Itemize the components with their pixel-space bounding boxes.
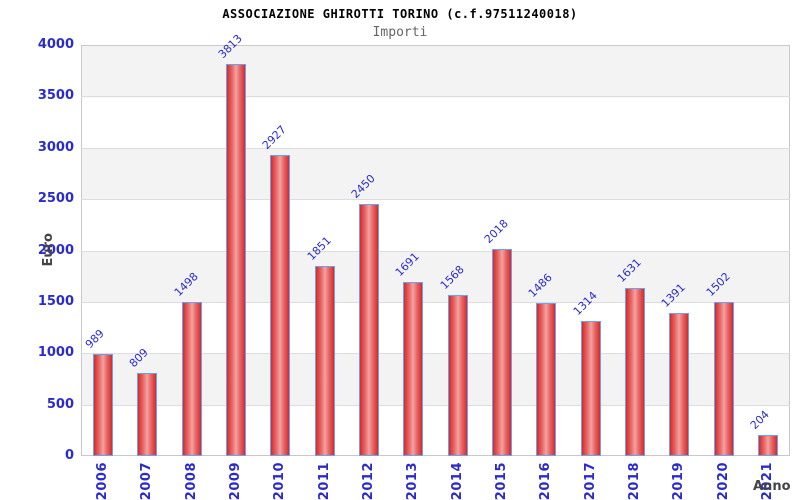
x-tick-label: 2019 — [671, 462, 687, 500]
bar-2007 — [137, 372, 158, 456]
bar-2010 — [270, 155, 291, 456]
bar-2016 — [536, 303, 557, 456]
y-tick-label: 3500 — [37, 88, 74, 104]
bar-2012 — [359, 204, 380, 456]
chart-title: ASSOCIAZIONE GHIROTTI TORINO (c.f.975112… — [222, 7, 578, 21]
x-tick-label: 2013 — [405, 462, 421, 500]
y-tick-label: 0 — [64, 448, 74, 463]
bar-2008 — [181, 302, 202, 456]
y-tick-label: 2000 — [37, 242, 74, 258]
bar-2011 — [314, 265, 335, 456]
x-tick-label: 2016 — [538, 462, 554, 500]
x-tick-label: 2009 — [228, 462, 244, 500]
x-tick-label: 2006 — [95, 462, 111, 500]
x-tick-label: 2015 — [493, 462, 509, 500]
y-tick-label: 4000 — [37, 37, 74, 52]
bar-2021 — [757, 435, 778, 456]
x-tick-label: 2012 — [361, 462, 377, 500]
y-tick-label: 3000 — [37, 139, 74, 155]
bar-2017 — [580, 320, 601, 456]
y-axis-title: Euro — [41, 233, 56, 267]
y-tick-label: 1500 — [37, 293, 74, 309]
x-tick-label: 2008 — [183, 462, 199, 500]
x-tick-label: 2018 — [626, 462, 642, 500]
chart-subtitle: Importi — [372, 25, 428, 40]
x-tick-label: 2020 — [715, 462, 731, 500]
bar-2015 — [491, 248, 512, 456]
bar-2014 — [447, 294, 468, 456]
x-axis-title: Anno — [753, 479, 791, 494]
x-tick-label: 2017 — [582, 462, 598, 500]
x-tick-label: 2011 — [316, 462, 332, 500]
bar-2013 — [403, 282, 424, 456]
bar-2020 — [713, 301, 734, 456]
gridline — [81, 404, 790, 406]
bar-2018 — [624, 288, 645, 456]
x-tick-label: 2007 — [139, 462, 155, 500]
gridline — [81, 301, 790, 303]
bar-2019 — [669, 313, 690, 456]
y-tick-label: 1000 — [37, 345, 74, 361]
gridline — [81, 199, 790, 201]
bar-2009 — [226, 64, 247, 456]
gridline — [81, 96, 790, 98]
gridline — [81, 147, 790, 149]
x-tick-label: 2014 — [449, 462, 465, 500]
gridline — [81, 353, 790, 355]
y-tick-label: 500 — [46, 396, 74, 412]
y-tick-label: 2500 — [37, 191, 74, 207]
gridline — [81, 250, 790, 252]
x-tick-label: 2010 — [272, 462, 288, 500]
bar-2006 — [93, 354, 114, 456]
